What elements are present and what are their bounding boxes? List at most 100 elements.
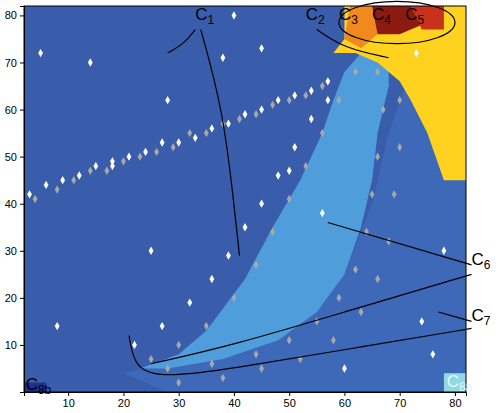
tick: 50 bbox=[5, 151, 24, 163]
point-series bbox=[33, 68, 402, 387]
tick-label: 70 bbox=[5, 57, 17, 69]
point bbox=[309, 87, 314, 95]
annotation-subscript: 2 bbox=[318, 13, 325, 27]
tick-mark bbox=[344, 392, 345, 396]
point bbox=[303, 91, 308, 99]
point bbox=[220, 54, 225, 62]
point bbox=[419, 317, 424, 325]
point bbox=[193, 134, 198, 142]
tick-mark bbox=[20, 251, 24, 252]
tick-label: 80 bbox=[449, 397, 461, 409]
point bbox=[397, 143, 402, 151]
tick-mark bbox=[20, 110, 24, 111]
annotation-subscript: 8b bbox=[38, 383, 52, 397]
tick: 80 bbox=[449, 392, 461, 409]
tick-mark bbox=[455, 392, 456, 396]
leader-line bbox=[328, 223, 472, 265]
annotations: C1C2C3C4C5C6C7C8aC8b bbox=[26, 1, 491, 396]
point bbox=[259, 44, 264, 52]
tick: 60 bbox=[5, 104, 24, 116]
tick-mark bbox=[68, 392, 69, 396]
x-axis: 1020304050607080 bbox=[25, 392, 467, 409]
tick: 60 bbox=[339, 392, 351, 409]
annotation-label: C5 bbox=[405, 5, 424, 27]
point bbox=[325, 77, 330, 85]
point bbox=[187, 298, 192, 306]
point bbox=[287, 167, 292, 175]
outline bbox=[339, 1, 455, 43]
point bbox=[287, 195, 292, 203]
tick-label: 10 bbox=[63, 397, 75, 409]
annotation-label: C1 bbox=[195, 5, 214, 27]
point bbox=[320, 129, 325, 137]
annotation-subscript: 6 bbox=[484, 258, 491, 272]
point bbox=[110, 162, 115, 170]
annotation-main: C bbox=[472, 306, 484, 325]
point bbox=[154, 148, 159, 156]
point bbox=[237, 115, 242, 123]
point bbox=[143, 148, 148, 156]
point bbox=[88, 58, 93, 66]
tick-label: 30 bbox=[173, 397, 185, 409]
point bbox=[392, 190, 397, 198]
point bbox=[320, 209, 325, 217]
point bbox=[292, 91, 297, 99]
point bbox=[187, 129, 192, 137]
point bbox=[204, 129, 209, 137]
annotation-main: C bbox=[339, 5, 351, 24]
point bbox=[270, 101, 275, 109]
leader-line bbox=[201, 30, 240, 256]
point bbox=[331, 336, 336, 344]
point bbox=[430, 350, 435, 358]
tick-mark bbox=[179, 392, 180, 396]
tick: 30 bbox=[173, 392, 185, 409]
point bbox=[176, 138, 181, 146]
tick-mark bbox=[20, 298, 24, 299]
point bbox=[287, 96, 292, 104]
tick-mark bbox=[234, 392, 235, 396]
point bbox=[259, 200, 264, 208]
annotation-label: C6 bbox=[472, 250, 491, 272]
tick: 10 bbox=[5, 339, 24, 351]
point bbox=[160, 322, 165, 330]
point bbox=[27, 190, 32, 198]
point bbox=[259, 364, 264, 372]
tick-label: 80 bbox=[5, 9, 17, 21]
annotation-main: C bbox=[195, 5, 207, 24]
point bbox=[370, 190, 375, 198]
annotation-main: C bbox=[472, 250, 484, 269]
point bbox=[309, 115, 314, 123]
annotation-main: C bbox=[405, 5, 417, 24]
annotation-subscript: 4 bbox=[384, 13, 391, 27]
tick-mark bbox=[20, 62, 24, 63]
tick: 20 bbox=[118, 392, 130, 409]
point bbox=[342, 364, 347, 372]
tick-mark bbox=[20, 157, 24, 158]
tick: 40 bbox=[5, 198, 24, 210]
annotation-subscript: 5 bbox=[418, 13, 425, 27]
point bbox=[270, 228, 275, 236]
point bbox=[287, 336, 292, 344]
tick: 80 bbox=[5, 9, 24, 21]
point bbox=[60, 176, 65, 184]
point bbox=[132, 341, 137, 349]
point bbox=[232, 11, 237, 19]
annotation-main: C bbox=[306, 5, 318, 24]
point bbox=[165, 364, 170, 372]
tick: 20 bbox=[5, 292, 24, 304]
point bbox=[55, 185, 60, 193]
point-series bbox=[27, 11, 446, 372]
plot-area bbox=[24, 6, 466, 392]
point bbox=[243, 110, 248, 118]
point bbox=[337, 96, 342, 104]
annotation-label: C2 bbox=[306, 5, 325, 27]
point bbox=[104, 167, 109, 175]
point bbox=[55, 322, 60, 330]
point bbox=[397, 96, 402, 104]
tick: 70 bbox=[5, 57, 24, 69]
y-axis: 10 20 30 40 50 60 70 80 bbox=[5, 7, 25, 393]
annotation-subscript: 1 bbox=[208, 13, 215, 27]
annotation-label: C7 bbox=[472, 306, 491, 328]
tick-label: 30 bbox=[5, 245, 17, 257]
point bbox=[359, 308, 364, 316]
